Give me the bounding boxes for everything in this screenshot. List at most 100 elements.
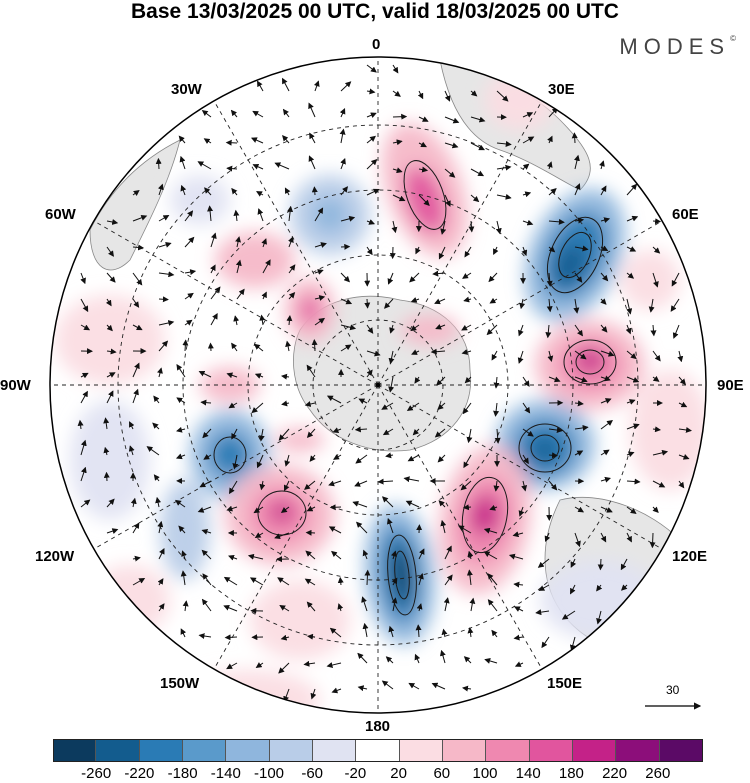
wind-vector [417,90,424,100]
wind-vector [570,558,577,568]
anomaly-blob [620,250,680,310]
wind-vector [180,184,187,196]
wind-vector [626,506,637,514]
wind-vector [355,454,368,464]
wind-vector [358,398,368,405]
wind-vector [357,652,368,664]
label-90w: 90W [0,377,31,394]
map-title: Base 13/03/2025 00 UTC, valid 18/03/2025… [131,0,619,23]
wind-vector [493,376,500,389]
wind-vector [158,340,169,352]
colorbar-tick-label: 140 [515,765,541,782]
wind-vector [626,298,633,315]
wind-vector [626,183,638,196]
wind-vector [261,238,267,248]
wind-vector [103,417,110,430]
label-120e: 120E [672,548,708,565]
wind-vector [158,214,170,222]
wind-vector [287,205,294,222]
anomaly-blob [300,296,320,324]
wind-vector [599,160,605,170]
wind-vector [392,64,399,74]
wind-vector [106,324,113,332]
wind-vector [489,297,498,304]
meridian-line [213,384,379,670]
anomaly-blob [70,400,150,520]
wind-vector [461,349,472,355]
wind-vector [547,350,554,362]
wind-vector [469,597,476,612]
wind-vector [600,272,609,282]
wind-vector [200,399,212,406]
wind-vector [518,324,524,337]
wind-vector [280,634,290,641]
wind-vector [366,324,374,334]
wind-vector [256,191,264,197]
wind-vector [381,496,394,508]
wind-vector [329,627,342,638]
wind-vector [199,480,212,488]
wind-vector [132,388,139,404]
wind-vector [153,474,160,482]
wind-vector [561,610,576,620]
colorbar-tick-label: 220 [602,765,628,782]
wind-vector [388,376,395,393]
wind-vector [261,291,267,300]
wind-vector [484,658,498,664]
wind-vector [106,498,115,508]
wind-vector [405,500,420,508]
wind-vector [600,245,609,251]
colorbar-tick-label: -220 [124,765,155,782]
wind-vector [328,480,342,487]
wind-vector [152,422,160,430]
wind-vector [259,480,266,491]
wind-vector [354,480,368,487]
wind-vector [132,522,140,534]
wind-vector [184,319,193,326]
wind-vector [626,399,636,405]
wind-vector [430,348,446,355]
wind-vector [385,452,394,459]
wind-vector [522,402,531,414]
wind-vector [462,272,472,279]
wind-vector [203,454,212,460]
wind-vector [259,314,266,326]
wind-vector [130,497,137,508]
wind-vector [388,625,395,638]
wind-vector [574,324,583,337]
colorbar-swatch [269,739,313,761]
wind-vector [464,246,472,258]
wind-vector [513,581,524,588]
wind-vector [392,167,403,174]
wind-vector [306,428,316,438]
wind-vector [518,506,525,517]
map-border [49,56,707,714]
wind-vector [415,246,421,255]
wind-vector [496,90,509,102]
wind-vector [496,164,512,171]
wind-vector [677,350,684,363]
wind-vector [314,207,324,222]
colorbar-swatch [442,739,487,761]
wind-vector [226,662,238,670]
wind-vector [366,369,373,378]
wind-vector [652,480,666,488]
wind-vector [128,445,135,456]
wind-vector [252,164,264,170]
wind-vector [333,454,342,460]
wind-vector [366,112,377,118]
wind-vector [257,208,264,222]
contour-ring [518,423,572,473]
wind-vector [466,428,473,444]
wind-vector [80,466,87,482]
wind-vector [305,550,316,560]
wind-vector [303,660,316,667]
wind-vector [361,596,368,612]
wind-vector [434,428,446,438]
colorbar-swatch [312,739,357,761]
wind-vector [313,80,320,92]
contour-ring [546,216,604,294]
wind-vector [282,135,290,144]
wind-vector [463,454,472,469]
wind-vector [283,480,290,492]
